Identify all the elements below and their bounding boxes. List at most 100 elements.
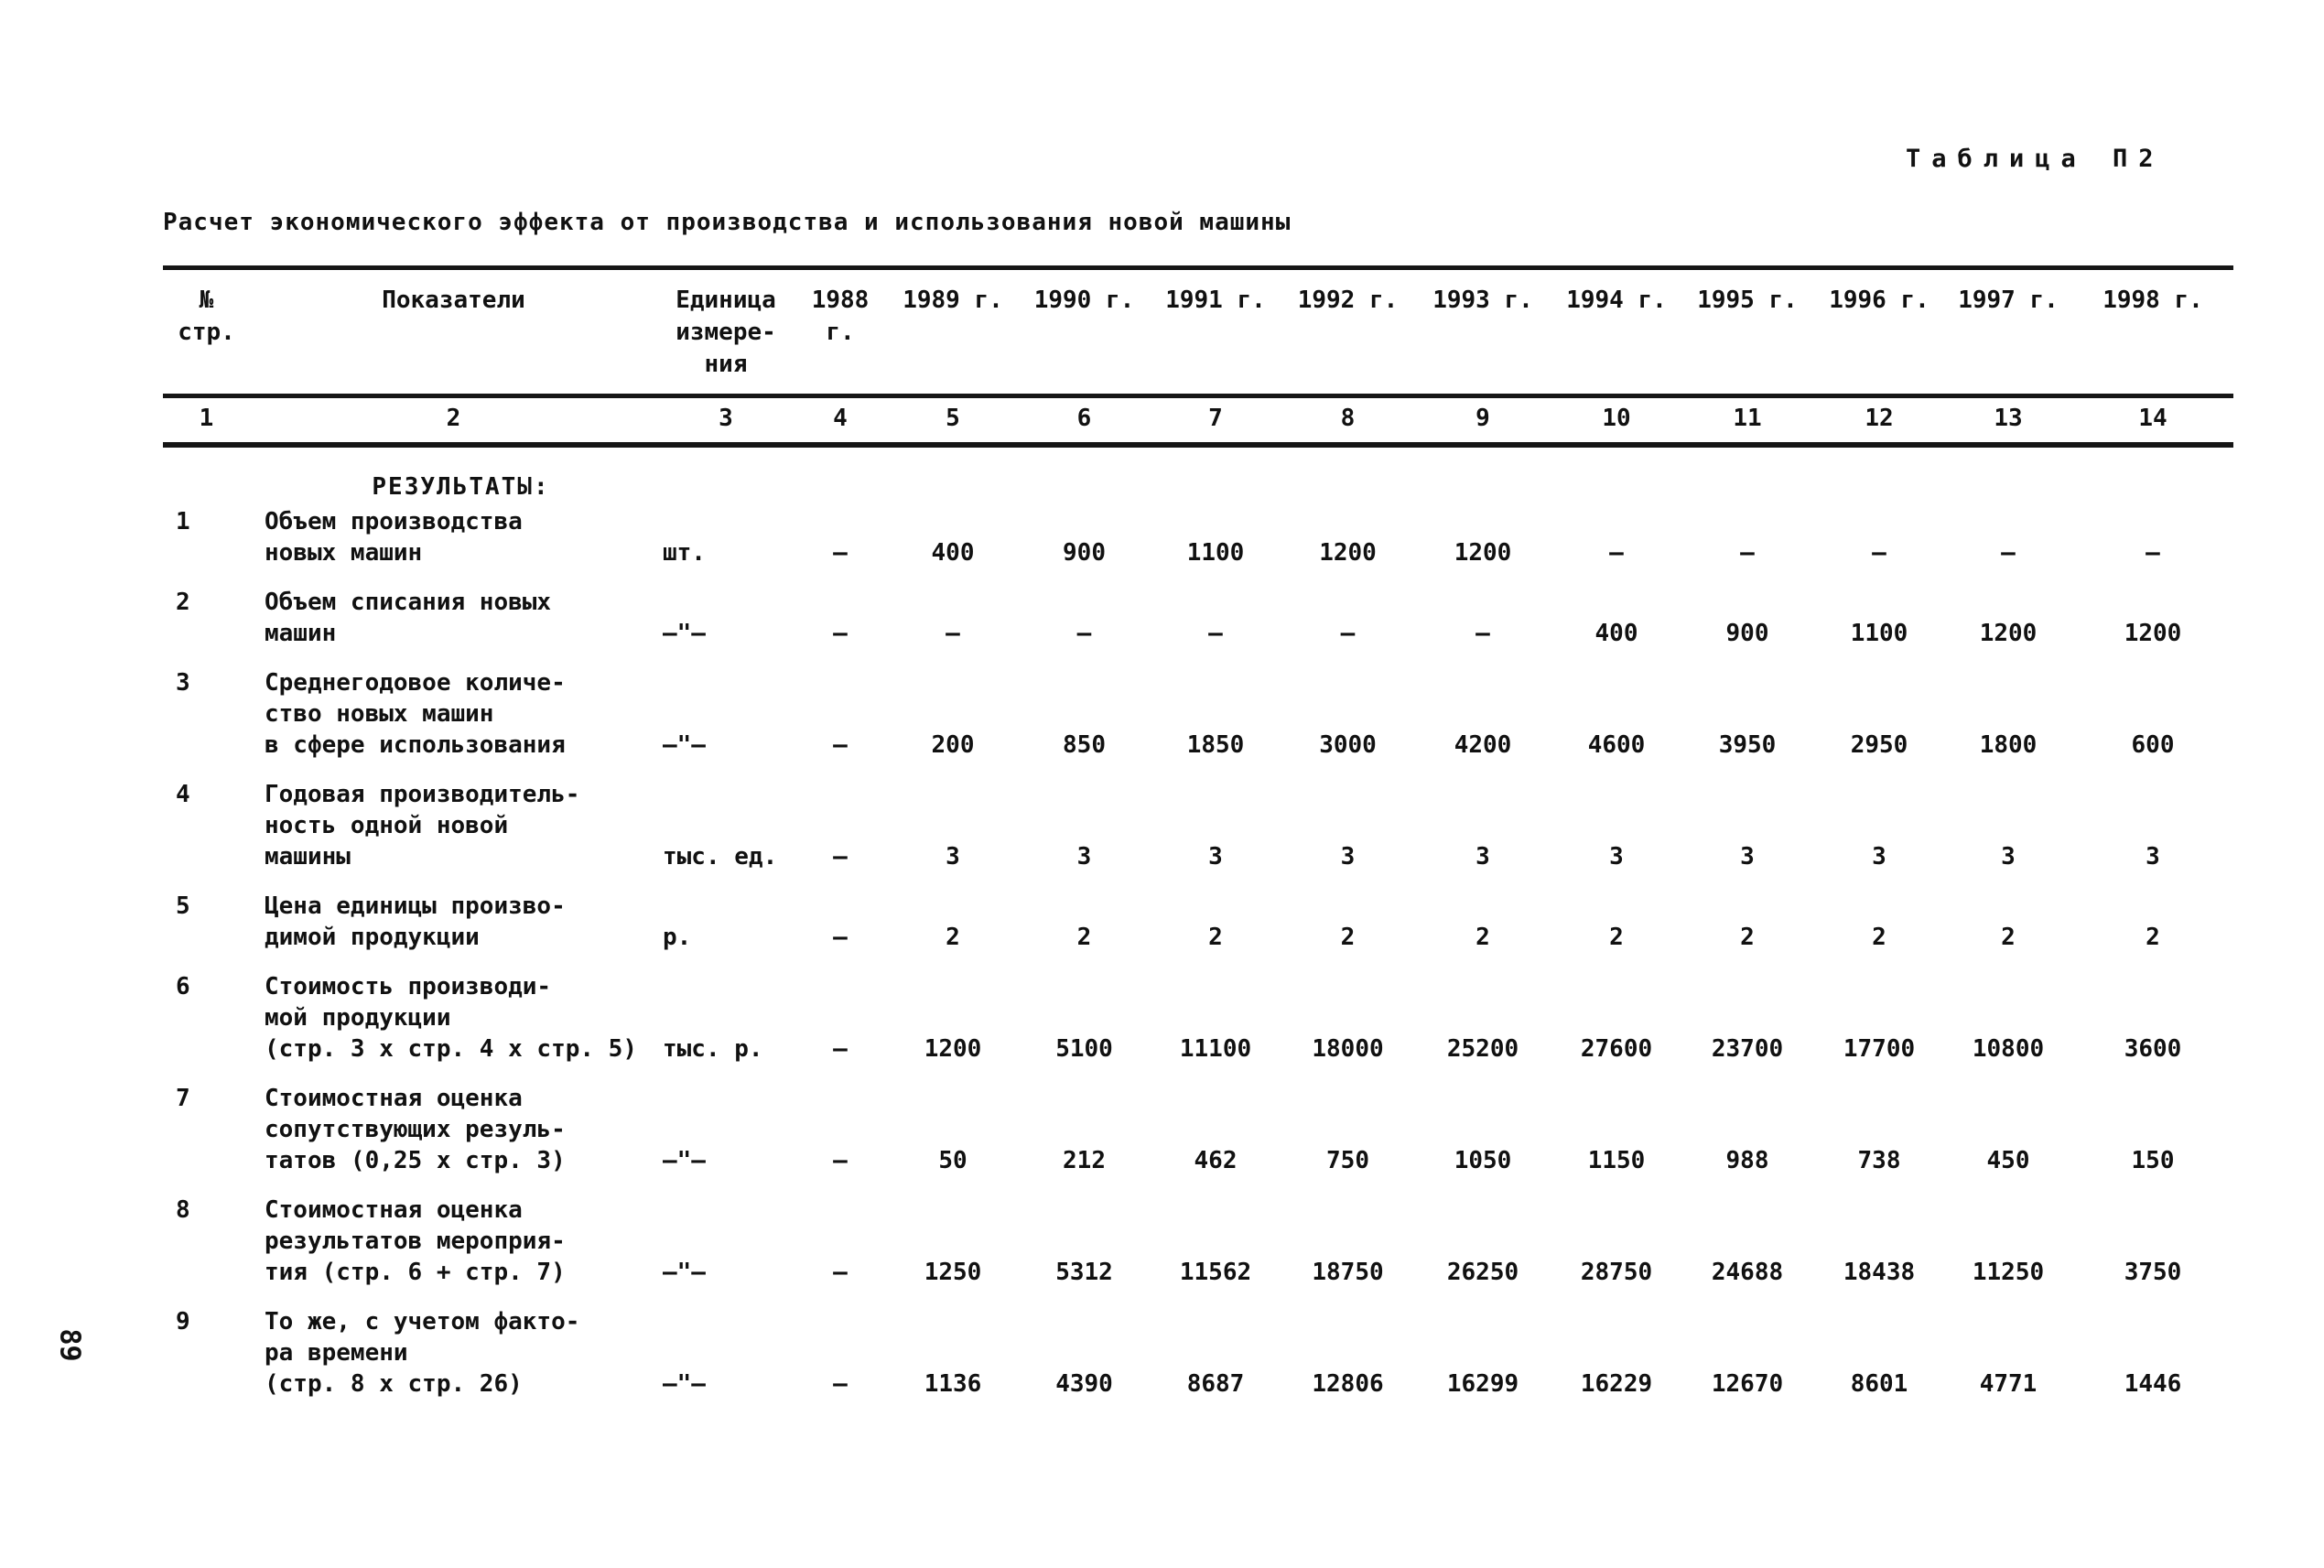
header-line-number: № стр. bbox=[163, 267, 250, 398]
value-1991: 8687 bbox=[1186, 1370, 1245, 1398]
value-1991: 11562 bbox=[1179, 1259, 1252, 1286]
row-unit: –"– bbox=[663, 1259, 706, 1286]
header-year: 1993 г. bbox=[1413, 267, 1552, 398]
value-1996: 2 bbox=[1872, 924, 1886, 951]
page-title: Расчет экономического эффекта от произво… bbox=[163, 209, 1292, 236]
header-year: 1997 г. bbox=[1944, 267, 2072, 398]
header-year: 1996 г. bbox=[1814, 267, 1944, 398]
value-1988: – bbox=[833, 1147, 848, 1174]
column-number: 11 bbox=[1681, 395, 1814, 448]
value-1991: 1100 bbox=[1186, 539, 1245, 567]
value-1997: 11250 bbox=[1972, 1259, 2045, 1286]
row-indicator: Годовая производитель- ность одной новой… bbox=[265, 781, 580, 871]
page-number: 89 bbox=[53, 1328, 86, 1362]
value-1995: 988 bbox=[1725, 1147, 1769, 1174]
column-number: 10 bbox=[1552, 395, 1681, 448]
table-header-row: № стр. Показатели Единица измере- ния 19… bbox=[163, 267, 2233, 398]
table-label: Таблица П2 bbox=[1906, 145, 2165, 173]
row-unit: тыс. ед. bbox=[663, 843, 778, 871]
value-1991: – bbox=[1208, 620, 1223, 647]
row-unit: –"– bbox=[663, 731, 706, 759]
column-number: 2 bbox=[250, 395, 657, 448]
value-1994: 400 bbox=[1594, 620, 1638, 647]
value-1993: 25200 bbox=[1446, 1035, 1519, 1063]
value-1997: 4771 bbox=[1979, 1370, 2038, 1398]
row-indicator: Объем производства новых машин bbox=[265, 508, 523, 567]
column-number: 1 bbox=[163, 395, 250, 448]
value-1994: – bbox=[1609, 539, 1624, 567]
table-row: 4 Годовая производитель- ность одной ново… bbox=[163, 779, 2233, 891]
value-1989: 1200 bbox=[924, 1035, 982, 1063]
value-1990: 3 bbox=[1076, 843, 1092, 871]
value-1997: – bbox=[2001, 539, 2016, 567]
row-indicator: Стоимость производи- мой продукции (стр.… bbox=[265, 973, 637, 1063]
value-1992: 750 bbox=[1326, 1147, 1369, 1174]
value-1995: 900 bbox=[1725, 620, 1769, 647]
value-1997: 450 bbox=[1986, 1147, 2030, 1174]
value-1998: 3 bbox=[2146, 843, 2160, 871]
column-number: 12 bbox=[1814, 395, 1944, 448]
value-1998: 600 bbox=[2131, 731, 2175, 759]
value-1990: 5312 bbox=[1055, 1259, 1113, 1286]
column-number-row: 1 2 3 4 5 6 7 8 9 10 11 12 13 14 bbox=[163, 395, 2233, 448]
column-number: 9 bbox=[1413, 395, 1552, 448]
value-1995: 23700 bbox=[1711, 1035, 1784, 1063]
value-1993: 16299 bbox=[1446, 1370, 1519, 1398]
value-1993: – bbox=[1475, 620, 1490, 647]
table-row: 7 Стоимостная оценка сопутствующих резуль… bbox=[163, 1083, 2233, 1195]
value-1994: 2 bbox=[1609, 924, 1624, 951]
value-1988: – bbox=[833, 924, 848, 951]
value-1992: 12806 bbox=[1312, 1370, 1384, 1398]
value-1998: 150 bbox=[2131, 1147, 2175, 1174]
value-1996: 3 bbox=[1872, 843, 1886, 871]
value-1996: 8601 bbox=[1850, 1370, 1908, 1398]
value-1997: 10800 bbox=[1972, 1035, 2045, 1063]
row-indicator: Объем списания новых машин bbox=[265, 589, 552, 647]
value-1993: 3 bbox=[1475, 843, 1490, 871]
column-number: 8 bbox=[1282, 395, 1413, 448]
table-row: 8 Стоимостная оценка результатов мероприя… bbox=[163, 1195, 2233, 1306]
value-1988: – bbox=[833, 1035, 848, 1063]
column-number: 3 bbox=[657, 395, 794, 448]
value-1992: 3000 bbox=[1319, 731, 1377, 759]
value-1989: 400 bbox=[931, 539, 975, 567]
header-year: 1992 г. bbox=[1282, 267, 1413, 398]
column-number: 7 bbox=[1149, 395, 1282, 448]
value-1990: 900 bbox=[1063, 539, 1106, 567]
section-heading-row: РЕЗУЛЬТАТЫ: bbox=[163, 445, 2233, 506]
value-1988: – bbox=[833, 1370, 848, 1398]
value-1996: 18438 bbox=[1843, 1259, 1916, 1286]
column-number: 6 bbox=[1020, 395, 1149, 448]
row-number: 1 bbox=[176, 508, 190, 535]
row-unit: –"– bbox=[663, 1147, 706, 1174]
value-1991: 1850 bbox=[1186, 731, 1245, 759]
section-heading: РЕЗУЛЬТАТЫ: bbox=[372, 473, 550, 501]
value-1995: 3 bbox=[1740, 843, 1755, 871]
table-row: 6 Стоимость производи- мой продукции (стр… bbox=[163, 971, 2233, 1083]
value-1989: 200 bbox=[931, 731, 975, 759]
value-1995: 2 bbox=[1740, 924, 1755, 951]
row-number: 6 bbox=[176, 973, 190, 1000]
value-1992: 3 bbox=[1340, 843, 1356, 871]
row-number: 7 bbox=[176, 1085, 190, 1112]
header-year: 1994 г. bbox=[1552, 267, 1681, 398]
row-number: 3 bbox=[176, 669, 190, 697]
value-1992: 2 bbox=[1340, 924, 1356, 951]
value-1996: – bbox=[1872, 539, 1886, 567]
header-year: 1990 г. bbox=[1020, 267, 1149, 398]
row-unit: –"– bbox=[663, 1370, 706, 1398]
value-1989: 1136 bbox=[924, 1370, 982, 1398]
value-1995: – bbox=[1740, 539, 1755, 567]
row-indicator: Стоимостная оценка сопутствующих резуль-… bbox=[265, 1085, 566, 1174]
value-1990: 4390 bbox=[1055, 1370, 1113, 1398]
value-1994: 4600 bbox=[1587, 731, 1646, 759]
value-1989: 1250 bbox=[924, 1259, 982, 1286]
value-1990: 2 bbox=[1076, 924, 1092, 951]
header-year: 1988 г. bbox=[794, 267, 886, 398]
row-number: 5 bbox=[176, 892, 190, 920]
value-1994: 3 bbox=[1609, 843, 1624, 871]
value-1989: – bbox=[946, 620, 960, 647]
value-1995: 24688 bbox=[1711, 1259, 1784, 1286]
value-1995: 12670 bbox=[1711, 1370, 1784, 1398]
value-1992: – bbox=[1340, 620, 1356, 647]
